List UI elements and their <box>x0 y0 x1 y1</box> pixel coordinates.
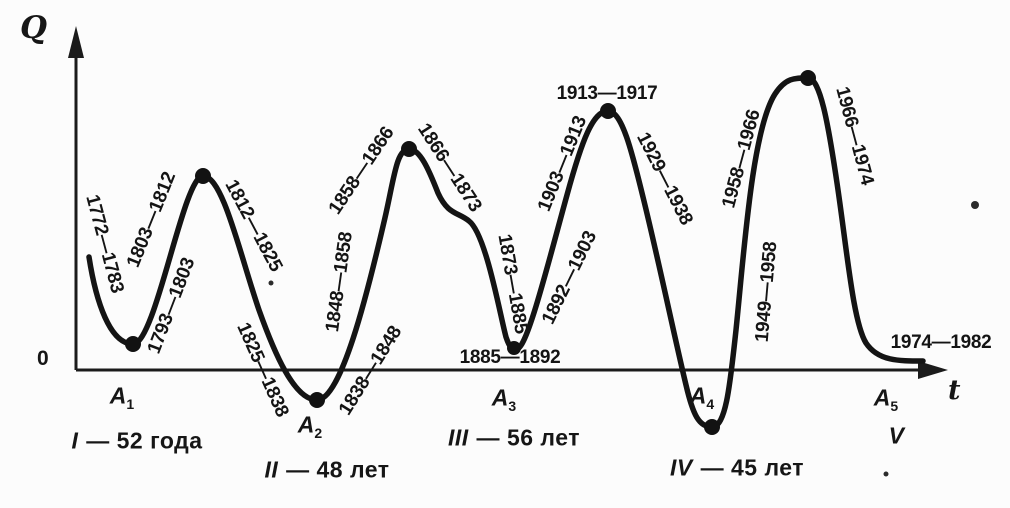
trough-point-label-A4: A4 <box>689 382 715 413</box>
trough-point-label-A1: A1 <box>109 382 135 413</box>
cycle-annotation-III: III — 56 лет <box>448 424 580 451</box>
cycle-annotation-IV: IV — 45 лет <box>669 454 805 481</box>
curve-segment-label: 1885—1892 <box>459 347 561 368</box>
peak-marker <box>600 103 616 119</box>
wave-curve <box>86 75 926 430</box>
trough-point-label-A3: A3 <box>491 384 517 415</box>
y-axis-arrowhead-icon <box>68 26 84 58</box>
y-axis-label: Q <box>20 10 48 46</box>
peak-marker <box>195 168 211 184</box>
trough-point-label-A2: A2 <box>297 411 323 442</box>
x-axis-arrowhead-icon <box>918 361 948 379</box>
trough-marker <box>704 419 720 435</box>
peak-marker <box>800 70 816 86</box>
curve-point-markers <box>125 70 816 435</box>
x-axis-label: t <box>948 375 961 406</box>
origin-label: 0 <box>37 347 49 370</box>
speck-dot <box>971 201 979 209</box>
trough-point-label-A5: A5 <box>873 384 899 415</box>
trough-marker <box>507 341 521 355</box>
speck-dot <box>883 471 889 477</box>
cycle-annotation-II: II — 48 лет <box>264 456 390 483</box>
trough-marker <box>309 392 325 408</box>
trough-marker <box>125 336 141 352</box>
curve-segment-label: 1974—1982 <box>890 332 992 353</box>
cycle-annotation-I: I — 52 года <box>71 427 203 454</box>
peak-marker <box>401 141 417 157</box>
cycle-annotation-V: V <box>888 422 905 449</box>
speck-dot <box>268 280 274 286</box>
scan-specks <box>268 201 979 477</box>
curve-segment-label: 1913—1917 <box>556 83 658 104</box>
